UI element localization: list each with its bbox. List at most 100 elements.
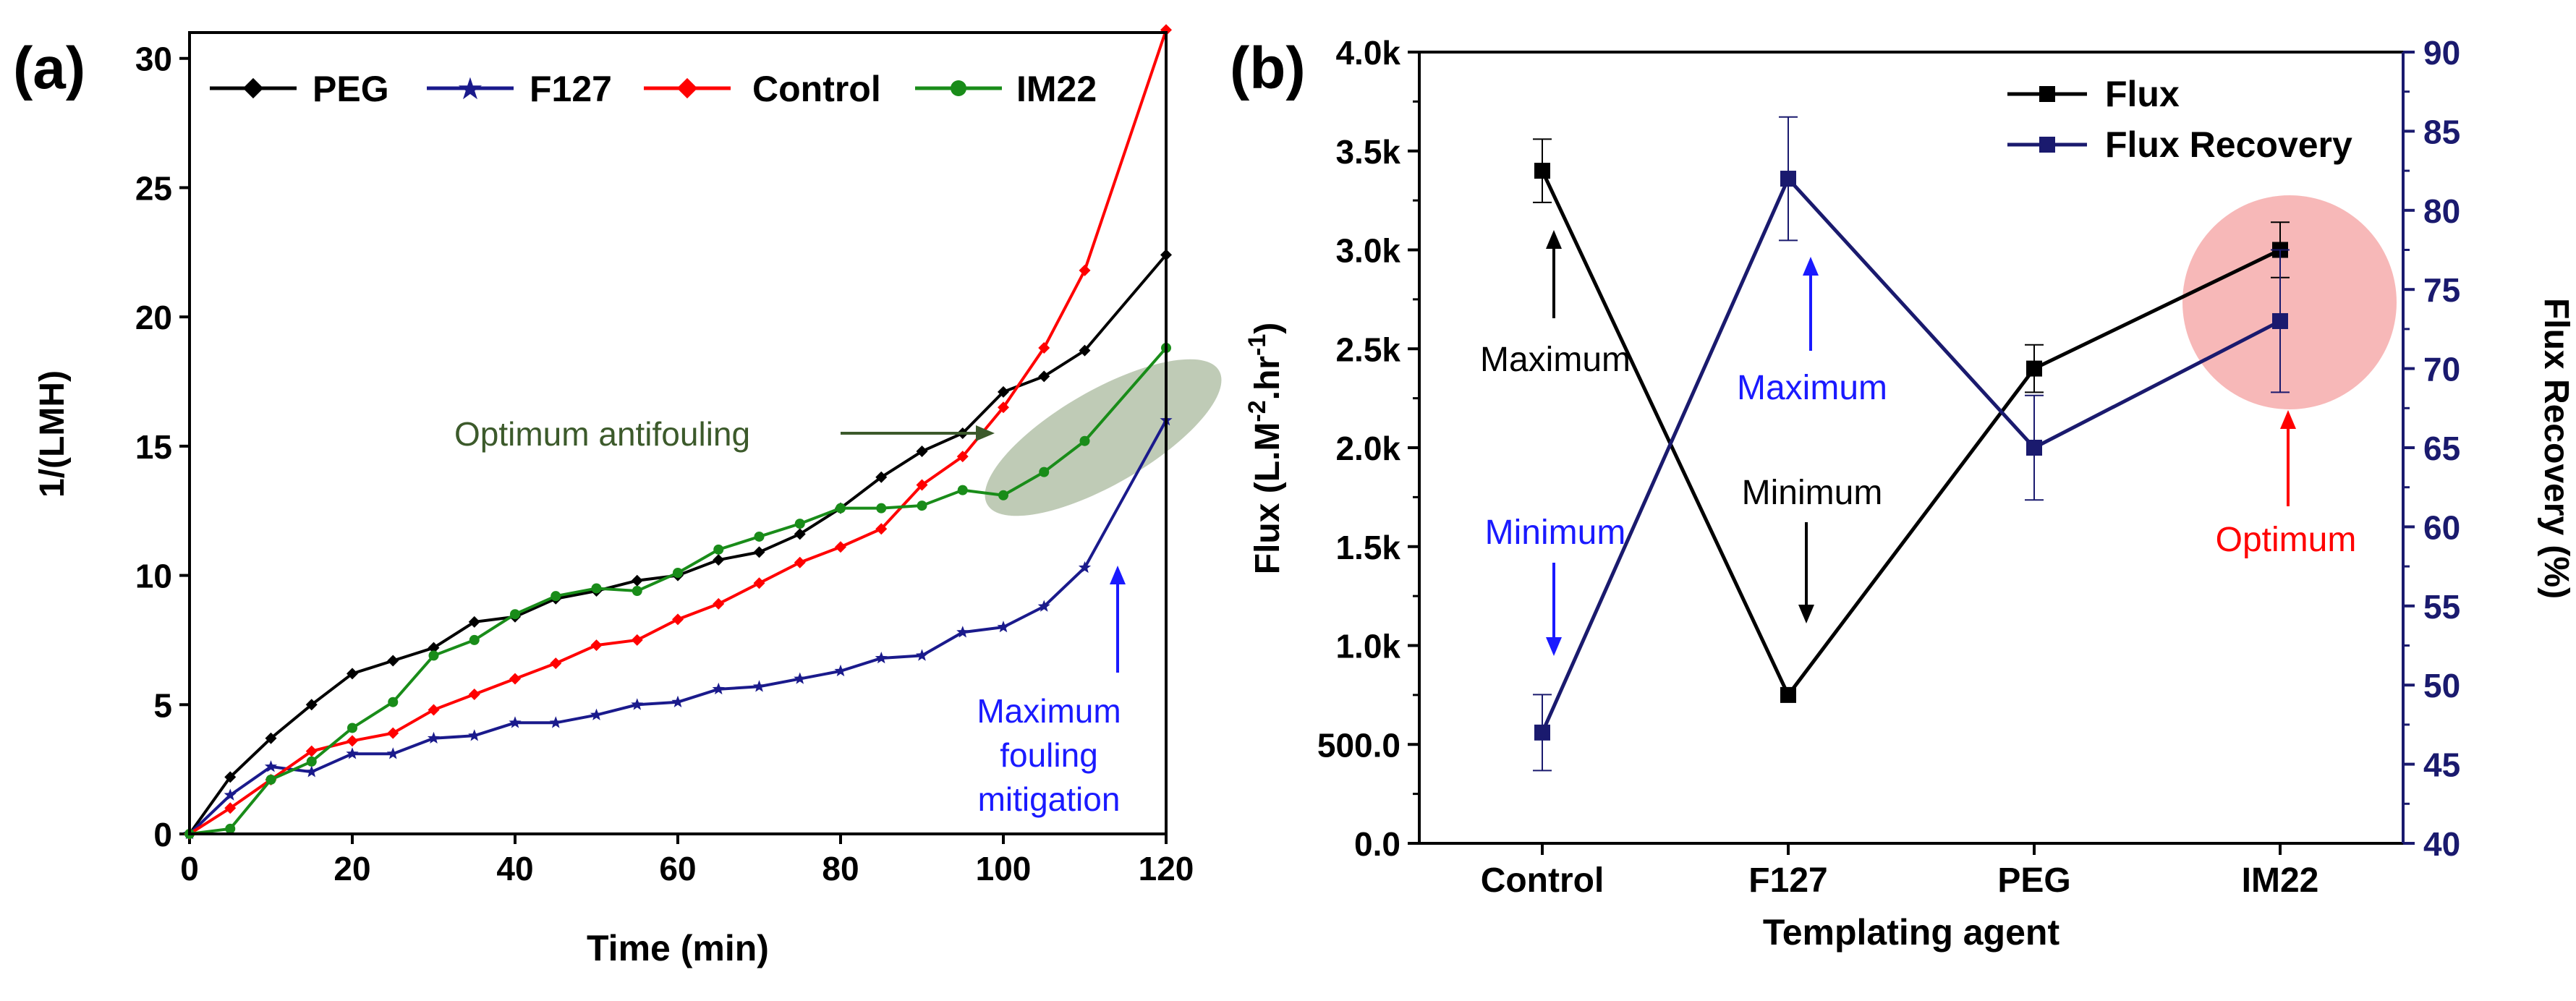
data-point-f127 <box>997 621 1010 633</box>
svg-text:★: ★ <box>456 72 484 106</box>
data-point-im22 <box>794 519 805 529</box>
data-point-peg <box>1079 344 1091 357</box>
x-tick-label: 80 <box>822 850 859 887</box>
data-point-im22 <box>632 586 642 597</box>
data-point-im22 <box>713 544 724 555</box>
x-tick-label: 100 <box>976 850 1032 887</box>
data-point-im22 <box>917 500 927 511</box>
data-point-im22 <box>1079 435 1090 446</box>
data-point-f127 <box>671 695 684 707</box>
arrow-recovery-minimum <box>1546 563 1562 656</box>
data-point-peg <box>387 655 399 667</box>
panel-a-y-ticks: 0 5 10 15 20 25 30 <box>135 41 190 853</box>
data-point-im22 <box>347 723 357 733</box>
data-point-peg <box>753 546 765 558</box>
y-tick-label: 500.0 <box>1317 726 1400 764</box>
y2-tick-label: 85 <box>2423 113 2460 150</box>
data-point-f127 <box>590 708 603 720</box>
svg-text:F127: F127 <box>530 69 612 109</box>
series-line-control <box>188 29 1168 835</box>
annotation-flux-minimum: Minimum <box>1742 474 1883 512</box>
y2-tick-label: 50 <box>2423 667 2460 704</box>
data-point-control <box>1038 342 1050 354</box>
data-point-f127 <box>631 698 644 710</box>
data-point-control <box>1079 264 1091 276</box>
arrow-flux-maximum <box>1546 230 1562 318</box>
data-point-im22 <box>876 503 887 514</box>
y-tick-label: 1.5k <box>1335 529 1400 566</box>
y-tick-label: 5 <box>153 686 172 724</box>
annotation-flux-maximum: Maximum <box>1480 341 1631 379</box>
annotation-recovery-maximum: Maximum <box>1737 369 1887 407</box>
arrow-optimum-antifouling <box>841 425 995 441</box>
panel-a-label: (a) <box>13 35 85 101</box>
annotation-fouling: fouling <box>1000 736 1098 774</box>
y-tick-label: 0 <box>153 816 172 853</box>
data-point-peg <box>916 446 928 458</box>
y-tick-label: 4.0k <box>1335 34 1400 72</box>
x-tick-label: 40 <box>496 850 533 887</box>
data-point-peg <box>713 554 725 566</box>
data-point-im22 <box>1039 467 1050 477</box>
panel-b-y-axis-label: Flux (L.M-2.hr-1) <box>1244 323 1287 574</box>
data-point-im22 <box>388 697 399 707</box>
data-point-control <box>916 479 928 491</box>
series-line-im22 <box>189 346 1168 835</box>
y2-tick-label: 55 <box>2423 588 2460 626</box>
data-point-peg <box>347 668 358 680</box>
y-tick-label: 25 <box>135 169 172 207</box>
data-point-f127 <box>956 626 969 638</box>
data-point-im22 <box>510 609 520 620</box>
data-point-f127 <box>834 664 847 677</box>
y-tick-label: 3.5k <box>1335 133 1400 171</box>
panel-a-y-axis-label: 1/(LMH) <box>33 370 72 498</box>
arrow-optimum <box>2280 410 2296 506</box>
panel-a-legend: PEG ★ F127 Control IM22 <box>210 69 1097 109</box>
panel-b-x-ticks: Control F127 PEG IM22 <box>1481 843 2318 900</box>
data-point-f127 <box>1078 561 1092 574</box>
data-point-im22 <box>469 634 480 645</box>
data-point-im22 <box>428 650 439 661</box>
data-point-im22 <box>306 756 317 767</box>
panel-b-left-y-ticks: 0.0 500.0 1.0k 1.5k 2.0k 2.5k 3.0k 3.5k 4.0k <box>1317 34 1419 863</box>
panel-a-plot-frame <box>188 31 1168 835</box>
data-point-control <box>753 577 765 589</box>
y-tick-label: 2.0k <box>1335 430 1400 467</box>
data-point-control <box>428 704 440 716</box>
y-tick-label: 10 <box>135 558 172 595</box>
data-point-f127 <box>468 729 481 741</box>
y-tick-label: 0.0 <box>1354 825 1400 863</box>
data-point-control <box>387 727 399 739</box>
series-line-flux-recovery <box>1540 175 2282 733</box>
annotation-mitigation: mitigation <box>978 780 1121 818</box>
data-point-flux <box>1780 686 1796 703</box>
data-point-f127 <box>549 716 562 728</box>
data-point-control <box>347 735 358 747</box>
data-point-control <box>672 613 684 626</box>
y-tick-label: 1.0k <box>1335 628 1400 665</box>
data-point-f127 <box>346 747 359 759</box>
data-point-control <box>794 556 806 568</box>
data-point-control <box>713 597 725 610</box>
panel-b: (b) 0.0 500.0 1.0k 1.5k 2.0k 2.5k 3.0k 3.5k 4.0k… <box>1230 34 2575 953</box>
panel-b-label: (b) <box>1230 35 1306 101</box>
x-tick-label: 0 <box>180 850 199 887</box>
y-tick-label: 15 <box>135 428 172 466</box>
y2-tick-label: 90 <box>2423 34 2460 72</box>
y2-tick-label: 45 <box>2423 746 2460 784</box>
data-point-f127 <box>386 747 399 759</box>
x-tick-label: 120 <box>1139 850 1194 887</box>
series-line-f127 <box>188 419 1168 835</box>
legend-item-peg: PEG <box>210 69 389 109</box>
data-point-control <box>305 745 318 757</box>
arrow-recovery-maximum <box>1803 257 1819 351</box>
y2-tick-label: 65 <box>2423 430 2460 467</box>
data-point-peg <box>631 574 643 587</box>
series-line-peg <box>188 254 1168 835</box>
data-point-f127 <box>427 731 441 744</box>
y-tick-label: 3.0k <box>1335 232 1400 270</box>
data-point-control <box>590 639 603 652</box>
data-point-flux <box>1534 163 1550 179</box>
data-point-flux-recovery <box>1780 171 1796 187</box>
data-point-f127 <box>1037 600 1050 612</box>
